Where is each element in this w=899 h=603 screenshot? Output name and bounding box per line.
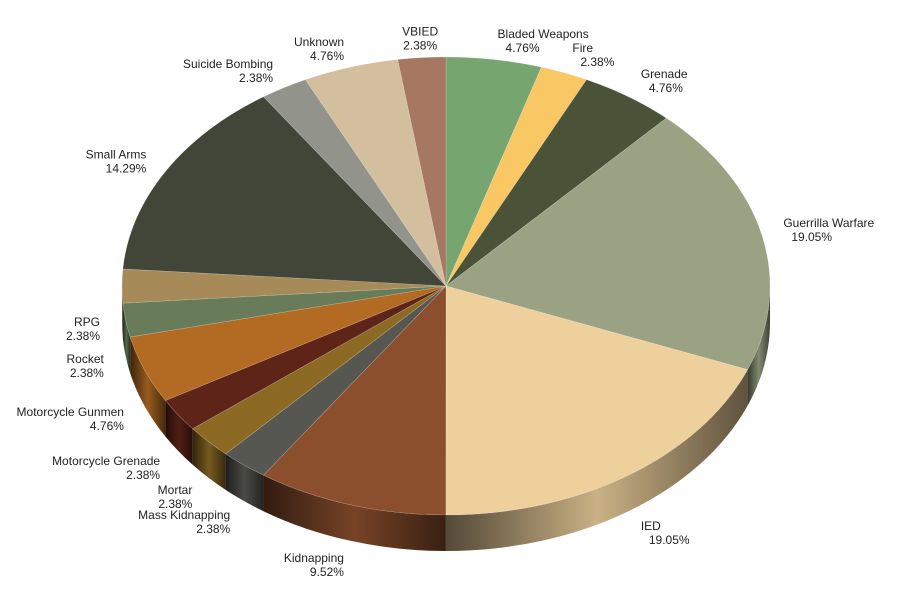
- slice-guerrilla-warfare: [445, 117, 771, 371]
- slice-mortar: [192, 285, 447, 455]
- slice-value-rocket: 2.38%: [70, 366, 104, 380]
- slice-label-motorcycle-gunmen: Motorcycle Gunmen: [17, 405, 124, 419]
- slice-bladed-weapons: [445, 56, 542, 287]
- slice-mass-kidnapping: [225, 285, 447, 476]
- slice-rpg: [121, 268, 447, 304]
- slice-label-unknown: Unknown: [294, 35, 344, 49]
- slice-unknown: [304, 59, 447, 287]
- slice-label-vbied: VBIED: [402, 25, 438, 39]
- slice-kidnapping: [262, 285, 447, 516]
- slice-side-ied: [445, 369, 748, 551]
- slice-side-mortar: [192, 428, 226, 490]
- slice-label-rpg: RPG: [74, 315, 100, 329]
- slice-ied: [445, 285, 749, 516]
- slice-motorcycle-grenade: [164, 285, 447, 430]
- slice-value-grenade: 4.76%: [649, 81, 683, 95]
- slice-value-motorcycle-gunmen: 4.76%: [90, 419, 124, 433]
- slice-fire: [445, 66, 588, 287]
- slice-side-guerrilla-warfare: [747, 286, 770, 406]
- pie-slices: [121, 56, 771, 516]
- slice-label-ied: IED: [641, 519, 661, 533]
- slice-label-kidnapping: Kidnapping: [284, 551, 344, 565]
- slice-label-guerrilla-warfare: Guerrilla Warfare: [783, 216, 874, 230]
- slice-label-bladed-weapons: Bladed Weapons: [498, 27, 589, 41]
- slice-value-fire: 2.38%: [580, 55, 614, 69]
- slice-label-mass-kidnapping: Mass Kidnapping: [138, 508, 230, 522]
- slice-value-guerrilla-warfare: 19.05%: [791, 230, 832, 244]
- slice-small-arms: [122, 96, 447, 287]
- slice-value-unknown: 4.76%: [310, 49, 344, 63]
- slice-side-motorcycle-gunmen: [130, 336, 166, 437]
- slice-side-rocket: [122, 303, 131, 373]
- slice-value-vbied: 2.38%: [403, 39, 437, 53]
- slice-value-motorcycle-grenade: 2.38%: [126, 468, 160, 482]
- slice-side-rpg: [122, 286, 123, 340]
- slice-side-motorcycle-grenade: [165, 400, 193, 465]
- slice-value-mortar: 2.38%: [158, 497, 192, 511]
- slice-label-motorcycle-grenade: Motorcycle Grenade: [52, 454, 160, 468]
- slice-value-suicide-bombing: 2.38%: [239, 71, 273, 85]
- slice-value-kidnapping: 9.52%: [310, 565, 344, 579]
- slice-suicide-bombing: [263, 79, 447, 287]
- pie-depth: [122, 286, 770, 551]
- slice-label-fire: Fire: [572, 41, 593, 55]
- slice-value-small-arms: 14.29%: [106, 162, 147, 176]
- slice-label-suicide-bombing: Suicide Bombing: [183, 57, 273, 71]
- slice-label-grenade: Grenade: [641, 67, 688, 81]
- slice-label-rocket: Rocket: [67, 352, 105, 366]
- slice-value-rpg: 2.38%: [66, 329, 100, 343]
- slice-side-mass-kidnapping: [225, 453, 264, 512]
- slice-value-mass-kidnapping: 2.38%: [196, 522, 230, 536]
- slice-grenade: [445, 79, 667, 287]
- slice-rocket: [122, 285, 447, 338]
- slice-label-mortar: Mortar: [158, 483, 193, 497]
- slice-vbied: [397, 56, 447, 287]
- slice-value-ied: 19.05%: [649, 533, 690, 547]
- slice-label-small-arms: Small Arms: [86, 148, 147, 162]
- slice-side-kidnapping: [263, 475, 446, 551]
- slice-value-bladed-weapons: 4.76%: [506, 41, 540, 55]
- slice-motorcycle-gunmen: [129, 285, 447, 401]
